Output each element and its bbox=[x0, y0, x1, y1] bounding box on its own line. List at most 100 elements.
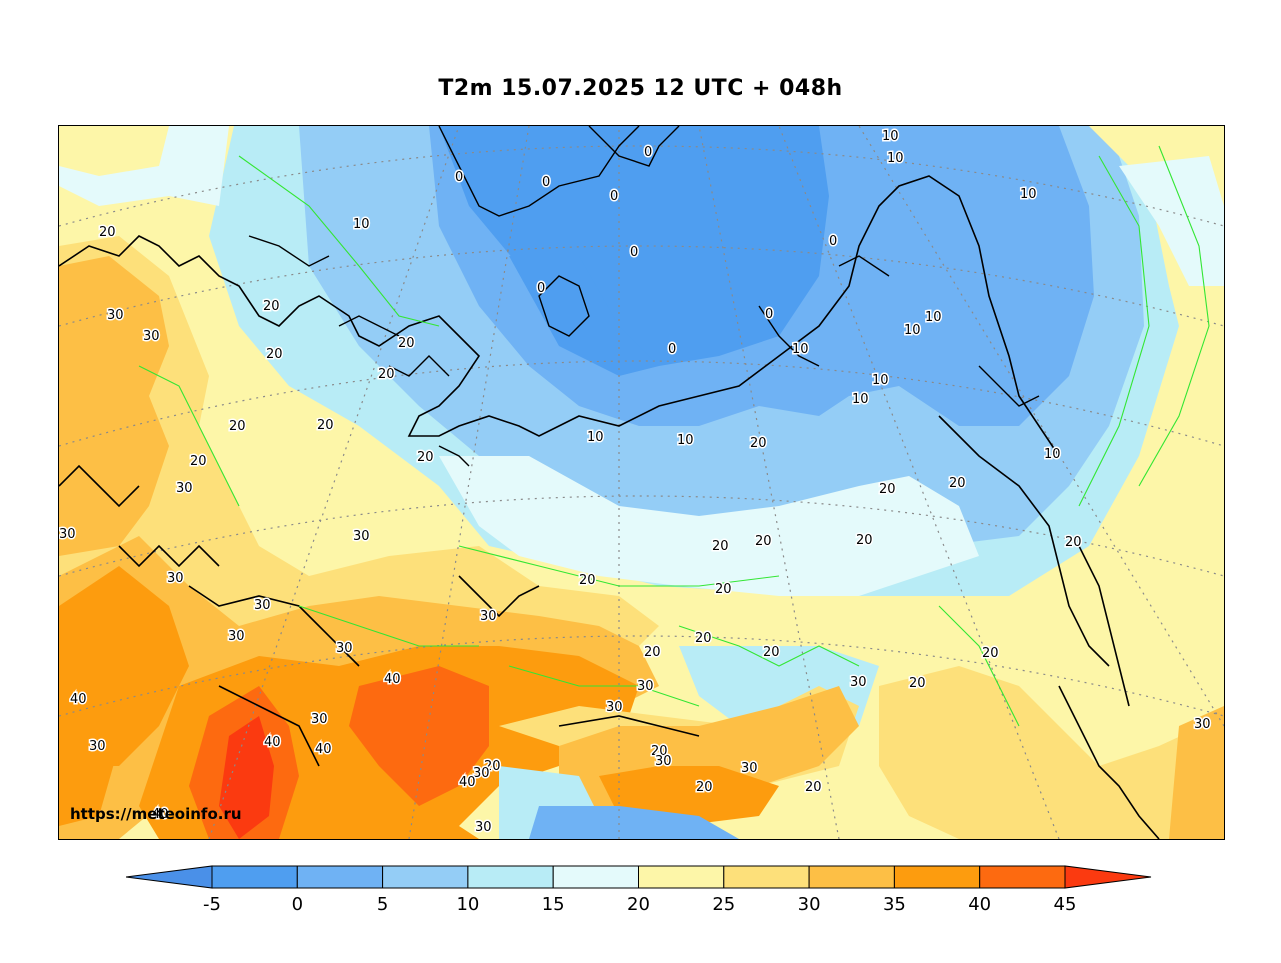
legend-tick-label: 0 bbox=[292, 894, 303, 915]
legend-tick-label: 30 bbox=[798, 894, 821, 915]
temperature-map[interactable]: 0 0 0 0 0 0 0 0 0 10 10 10 10 10 10 10 1… bbox=[58, 125, 1225, 840]
contour-label: 10 bbox=[882, 129, 899, 144]
contour-label: 30 bbox=[480, 609, 497, 624]
legend-swatch bbox=[296, 865, 384, 889]
contour-label: 20 bbox=[982, 646, 999, 661]
contour-label: 40 bbox=[70, 692, 87, 707]
contour-label: 30 bbox=[176, 481, 193, 496]
contour-label: 30 bbox=[850, 675, 867, 690]
legend-tick-label: -5 bbox=[203, 894, 221, 915]
contour-label: 10 bbox=[792, 342, 809, 357]
legend-ticks: -5 0 5 10 15 20 25 30 35 40 45 bbox=[203, 894, 1076, 915]
source-watermark: https://meteoinfo.ru bbox=[70, 805, 242, 823]
contour-label: 10 bbox=[852, 392, 869, 407]
contour-label: 20 bbox=[712, 539, 729, 554]
contour-label: 30 bbox=[59, 527, 76, 542]
contour-label: 20 bbox=[805, 780, 822, 795]
contour-label: 30 bbox=[311, 712, 328, 727]
map-canvas: 0 0 0 0 0 0 0 0 0 10 10 10 10 10 10 10 1… bbox=[59, 126, 1224, 839]
contour-label: 0 bbox=[829, 234, 837, 249]
contour-label: 0 bbox=[542, 175, 550, 190]
contour-label: 30 bbox=[353, 529, 370, 544]
contour-label: 0 bbox=[630, 245, 638, 260]
legend-tick-label: 40 bbox=[968, 894, 991, 915]
contour-label: 20 bbox=[263, 299, 280, 314]
contour-label: 20 bbox=[99, 225, 116, 240]
contour-label: 10 bbox=[587, 430, 604, 445]
contour-label: 30 bbox=[89, 739, 106, 754]
contour-label: 40 bbox=[152, 807, 169, 822]
contour-label: 10 bbox=[1020, 187, 1037, 202]
contour-label: 20 bbox=[750, 436, 767, 451]
contour-label: 0 bbox=[455, 170, 463, 185]
map-title: T2m 15.07.2025 12 UTC + 048h bbox=[438, 76, 843, 101]
contour-label: 20 bbox=[644, 645, 661, 660]
contour-label: 10 bbox=[872, 373, 889, 388]
contour-label: 20 bbox=[755, 534, 772, 549]
legend-swatch bbox=[467, 865, 554, 889]
contour-label-group: 0 0 0 0 0 0 0 0 0 10 10 10 10 10 10 10 1… bbox=[59, 128, 1212, 837]
legend-swatch bbox=[979, 865, 1066, 889]
color-legend-bar: -5 0 5 10 15 20 25 30 35 40 45 bbox=[125, 865, 1152, 915]
contour-label: 20 bbox=[266, 347, 283, 362]
contour-label: 10 bbox=[925, 310, 942, 325]
contour-label: 40 bbox=[459, 775, 476, 790]
zone-40-45-a bbox=[349, 666, 489, 806]
contour-label: 40 bbox=[264, 735, 281, 750]
contour-label: 20 bbox=[949, 476, 966, 491]
legend-swatch bbox=[893, 865, 981, 889]
legend-swatch bbox=[552, 865, 640, 889]
zone-45-plus bbox=[219, 716, 274, 839]
contour-label: 30 bbox=[637, 679, 654, 694]
zone-west-30 bbox=[59, 256, 169, 556]
legend-tick-label: 20 bbox=[627, 894, 650, 915]
legend-tick-label: 25 bbox=[712, 894, 735, 915]
contour-label: 30 bbox=[606, 700, 623, 715]
legend-swatch bbox=[638, 865, 725, 889]
contour-label: 30 bbox=[1194, 717, 1211, 732]
contour-label: 20 bbox=[856, 533, 873, 548]
color-legend: -5 0 5 10 15 20 25 30 35 40 45 bbox=[125, 862, 1156, 922]
legend-swatch bbox=[808, 865, 895, 889]
zone-east-25-30 bbox=[879, 666, 1224, 839]
contour-label: 20 bbox=[695, 631, 712, 646]
coastlines bbox=[59, 175, 1160, 839]
contour-label: 20 bbox=[398, 336, 415, 351]
contour-label: 20 bbox=[190, 454, 207, 469]
legend-swatch bbox=[211, 865, 298, 889]
contour-label: 30 bbox=[475, 820, 492, 835]
legend-swatch bbox=[723, 865, 810, 889]
contour-label: 20 bbox=[763, 645, 780, 660]
legend-tick-label: 15 bbox=[542, 894, 565, 915]
contour-lines bbox=[138, 145, 1210, 727]
legend-swatches bbox=[125, 865, 1152, 889]
legend-arrow-high bbox=[1064, 865, 1152, 889]
contour-label: 0 bbox=[644, 145, 652, 160]
legend-arrow-low bbox=[125, 865, 213, 889]
contour-label: 30 bbox=[228, 629, 245, 644]
contour-label: 40 bbox=[384, 672, 401, 687]
contour-label: 20 bbox=[651, 744, 668, 759]
contour-label: 20 bbox=[317, 418, 334, 433]
legend-swatch bbox=[382, 865, 469, 889]
legend-tick-label: 5 bbox=[377, 894, 388, 915]
contour-label: 30 bbox=[336, 641, 353, 656]
contour-label: 40 bbox=[315, 742, 332, 757]
contour-label: 0 bbox=[765, 307, 773, 322]
contour-label: 20 bbox=[229, 419, 246, 434]
contour-label: 20 bbox=[1065, 535, 1082, 550]
legend-tick-label: 35 bbox=[883, 894, 906, 915]
contour-label: 20 bbox=[909, 676, 926, 691]
contour-label: 30 bbox=[167, 571, 184, 586]
contour-label: 0 bbox=[537, 281, 545, 296]
contour-label: 30 bbox=[741, 761, 758, 776]
contour-label: 30 bbox=[254, 598, 271, 613]
contour-label: 10 bbox=[904, 323, 921, 338]
zone-siberia-band bbox=[439, 456, 979, 596]
contour-label: 0 bbox=[668, 342, 676, 357]
contour-label: 20 bbox=[484, 759, 501, 774]
contour-label: 10 bbox=[1044, 447, 1061, 462]
contour-label: 30 bbox=[473, 766, 490, 781]
contour-label: 20 bbox=[715, 582, 732, 597]
islands bbox=[248, 126, 1040, 467]
